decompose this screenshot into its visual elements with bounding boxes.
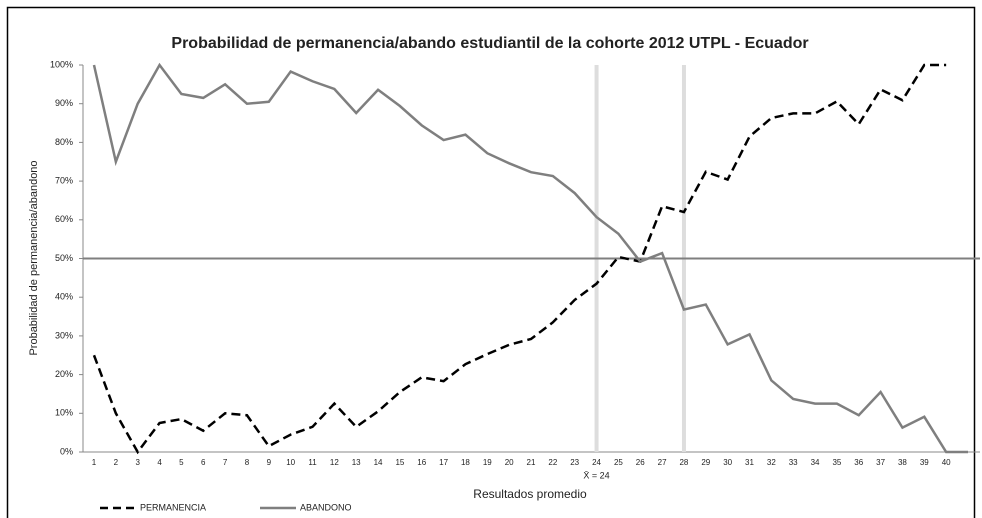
x-tick-label: 10 [286, 458, 295, 467]
x-tick-label: 40 [942, 458, 951, 467]
x-tick-label: 17 [439, 458, 448, 467]
series-line [92, 62, 968, 454]
x-tick-label: 18 [461, 458, 470, 467]
x-tick-label: 23 [570, 458, 579, 467]
x-tick-label: 31 [745, 458, 754, 467]
x-tick-label: 36 [854, 458, 863, 467]
y-tick-label: 0% [60, 446, 73, 456]
x-tick-label: 7 [223, 458, 228, 467]
series-line [92, 63, 947, 455]
y-tick-label: 80% [55, 137, 73, 147]
x-tick-label: 34 [811, 458, 820, 467]
x-tick-label: 19 [483, 458, 492, 467]
y-tick-label: 20% [55, 369, 73, 379]
chart-title: Probabilidad de permanencia/abando estud… [171, 35, 808, 52]
x-tick-label: 2 [114, 458, 119, 467]
x-tick-label: 11 [308, 458, 317, 467]
x-tick-label: 35 [832, 458, 841, 467]
x-tick-label: 13 [352, 458, 361, 467]
y-tick-label: 30% [55, 330, 73, 340]
x-tick-label: 16 [417, 458, 426, 467]
x-tick-label: 24 [592, 458, 601, 467]
x-tick-label: 39 [920, 458, 929, 467]
y-tick-label: 90% [55, 98, 73, 108]
x-tick-label: 20 [505, 458, 514, 467]
x-tick-label: 15 [395, 458, 404, 467]
chart-border [6, 6, 976, 518]
x-tick-label: 37 [876, 458, 885, 467]
y-axis-label: Probabilidad de permanencia/abandono [28, 160, 40, 355]
x-tick-label: 3 [135, 458, 140, 467]
y-tick-label: 100% [50, 59, 73, 69]
x-tick-label: 32 [767, 458, 776, 467]
x-tick-label: 27 [658, 458, 667, 467]
x-tick-label: 22 [548, 458, 557, 467]
x-tick-label: 14 [374, 458, 383, 467]
x-tick-label: 9 [267, 458, 272, 467]
legend-label: ABANDONO [300, 502, 352, 512]
x-tick-label: 1 [92, 458, 97, 467]
y-tick-label: 50% [55, 253, 73, 263]
x-tick-label: 28 [679, 458, 688, 467]
x-tick-label: 6 [201, 458, 206, 467]
y-tick-label: 40% [55, 292, 73, 302]
annotation: X̄ = 24 [583, 470, 609, 480]
x-axis-label: Resultados promedio [473, 487, 587, 501]
y-tick-label: 60% [55, 214, 73, 224]
x-tick-label: 8 [245, 458, 250, 467]
x-tick-label: 26 [636, 458, 645, 467]
x-tick-label: 4 [157, 458, 162, 467]
x-tick-label: 29 [701, 458, 710, 467]
y-tick-label: 10% [55, 408, 73, 418]
x-tick-label: 33 [789, 458, 798, 467]
x-tick-label: 21 [527, 458, 536, 467]
x-tick-label: 38 [898, 458, 907, 467]
x-tick-label: 30 [723, 458, 732, 467]
y-tick-label: 70% [55, 175, 73, 185]
legend-label: PERMANENCIA [140, 502, 206, 512]
x-tick-label: 25 [614, 458, 623, 467]
x-tick-label: 12 [330, 458, 339, 467]
x-tick-label: 5 [179, 458, 184, 467]
